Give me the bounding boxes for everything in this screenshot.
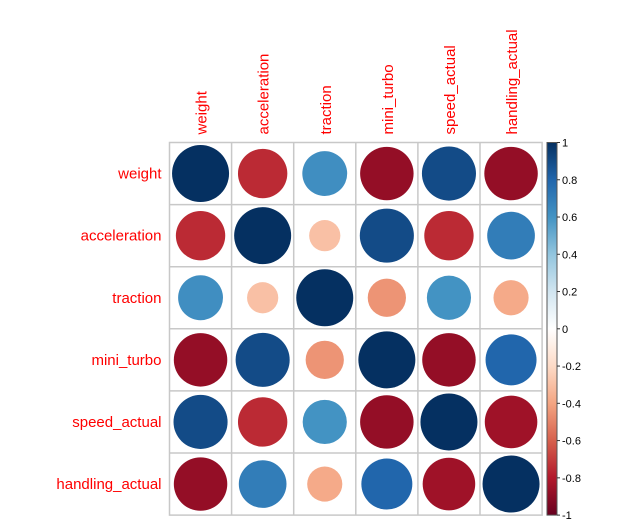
correlation-circle-weight-weight [172,145,230,203]
correlation-circle-mini_turbo-weight [173,333,228,387]
column-label-acceleration: acceleration [256,54,273,135]
correlation-circle-mini_turbo-traction [305,340,344,379]
colorbar-tick-label: 0.6 [562,212,577,224]
correlation-circle-speed_actual-weight [173,394,228,449]
column-label-handling_actual: handling_actual [504,29,521,134]
correlation-circle-traction-speed_actual [426,275,472,320]
correlation-circle-weight-acceleration [237,148,288,199]
correlation-circle-mini_turbo-acceleration [235,332,290,387]
colorbar-tick-label: -0.4 [562,398,581,410]
row-label-handling_actual: handling_actual [56,476,161,493]
correlation-circle-traction-acceleration [247,282,279,314]
correlation-circle-traction-handling_actual [493,280,529,316]
colorbar-tick-label: -0.2 [562,361,581,373]
matrix-cells [168,141,543,516]
row-label-speed_actual: speed_actual [72,414,161,431]
colorbar-tick-label: 1 [562,138,568,150]
correlation-circle-mini_turbo-handling_actual [485,334,537,386]
correlation-circle-handling_actual-speed_actual [422,457,476,511]
colorbar-tick-label: -0.8 [562,473,581,485]
correlation-circle-speed_actual-traction [302,399,347,445]
row-label-mini_turbo: mini_turbo [91,352,161,369]
row-labels: weight acceleration traction mini_turbospee… [56,166,162,493]
correlation-circle-speed_actual-handling_actual [484,395,538,449]
correlation-circle-acceleration-weight [175,210,226,261]
column-label-speed_actual: speed_actual [442,45,459,134]
correlation-circle-weight-speed_actual [421,146,476,201]
correlation-circle-mini_turbo-mini_turbo [358,331,416,389]
column-label-mini_turbo: mini_turbo [380,64,397,134]
correlation-circle-traction-weight [178,275,223,321]
correlation-circle-speed_actual-speed_actual [420,393,478,451]
row-label-acceleration: acceleration [81,228,162,245]
correlation-circle-handling_actual-acceleration [238,460,287,508]
row-label-traction: traction [112,290,161,307]
correlation-circle-weight-traction [302,151,348,196]
correlation-circle-handling_actual-handling_actual [482,455,540,513]
correlation-circle-speed_actual-mini_turbo [360,395,414,449]
colorbar-tick-label: 0 [562,324,568,336]
column-label-weight: weight [194,90,211,135]
correlation-circle-mini_turbo-speed_actual [422,333,476,387]
colorbar-tick-label: -0.6 [562,436,581,448]
row-label-weight: weight [117,166,162,183]
correlation-circle-acceleration-speed_actual [424,210,474,261]
correlation-circle-weight-handling_actual [484,146,538,201]
correlation-circle-handling_actual-traction [307,466,343,502]
colorbar-tick-label: 0.8 [562,175,577,187]
colorbar-bar [546,142,558,516]
correlation-circle-acceleration-acceleration [234,207,292,265]
colorbar-tick-label: 0.2 [562,287,577,299]
correlation-circle-speed_actual-acceleration [237,397,288,447]
correlation-circle-acceleration-handling_actual [487,211,535,260]
correlation-circle-acceleration-mini_turbo [359,208,414,263]
colorbar-tick-label: 0.4 [562,249,577,261]
correlation-circle-traction-traction [296,269,354,327]
colorbar-tick-label: -1 [562,510,572,522]
correlation-circle-traction-mini_turbo [367,278,406,317]
correlation-circle-handling_actual-mini_turbo [361,458,413,510]
colorbar: 1 0.8 0.6 0.4 0.2 0 -0.2 -0.4 -0.6 -0.8 -1 [546,138,581,522]
column-label-traction: traction [318,85,335,134]
correlation-circle-handling_actual-weight [173,457,228,511]
correlation-circle-acceleration-traction [309,220,341,252]
column-labels: weight acceleration traction mini_turbo spee… [194,29,521,135]
correlation-circle-weight-mini_turbo [360,146,414,201]
